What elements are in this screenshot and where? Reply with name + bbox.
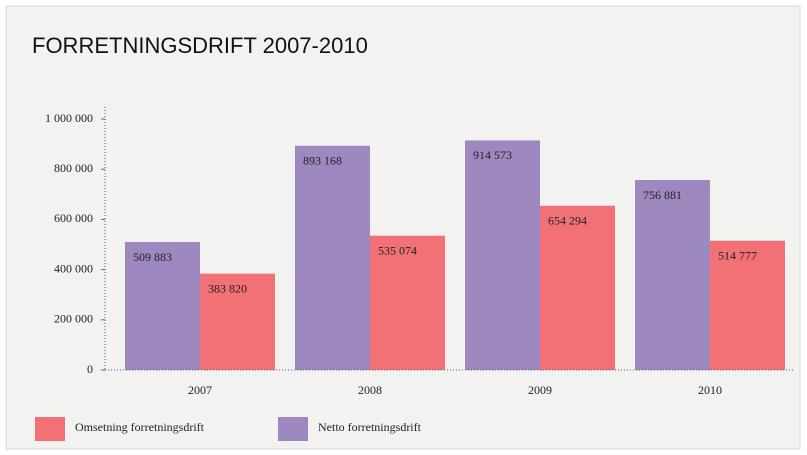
y-tick-label: 0 [87, 362, 93, 376]
value-label: 509 883 [133, 250, 172, 264]
y-tick-label: 800 000 [54, 161, 93, 175]
bar [710, 240, 785, 370]
y-tick-label: 1 000 000 [45, 111, 93, 125]
bar [465, 140, 540, 370]
bar [370, 235, 445, 370]
value-label: 514 777 [718, 249, 757, 263]
legend-label: Netto forretningsdrift [318, 420, 422, 434]
y-tick-label: 200 000 [54, 312, 93, 326]
legend-swatch [278, 417, 308, 441]
value-label: 383 820 [208, 281, 247, 295]
value-label: 535 074 [378, 243, 417, 257]
x-tick-label: 2008 [358, 383, 382, 397]
legend-swatch [35, 417, 65, 441]
bar [125, 242, 200, 370]
x-tick-label: 2009 [528, 383, 552, 397]
legend-label: Omsetning forretningsdrift [75, 420, 205, 434]
chart-title: FORRETNINGSDRIFT 2007-2010 [32, 33, 368, 58]
y-tick-label: 600 000 [54, 211, 93, 225]
value-label: 654 294 [548, 214, 587, 228]
x-tick-label: 2007 [188, 383, 212, 397]
value-label: 914 573 [473, 148, 512, 162]
bar [200, 273, 275, 370]
value-label: 756 881 [643, 188, 682, 202]
x-tick-label: 2010 [698, 383, 722, 397]
value-label: 893 168 [303, 154, 342, 168]
bar [540, 205, 615, 370]
bar [635, 180, 710, 370]
y-tick-label: 400 000 [54, 261, 93, 275]
bar [295, 145, 370, 370]
